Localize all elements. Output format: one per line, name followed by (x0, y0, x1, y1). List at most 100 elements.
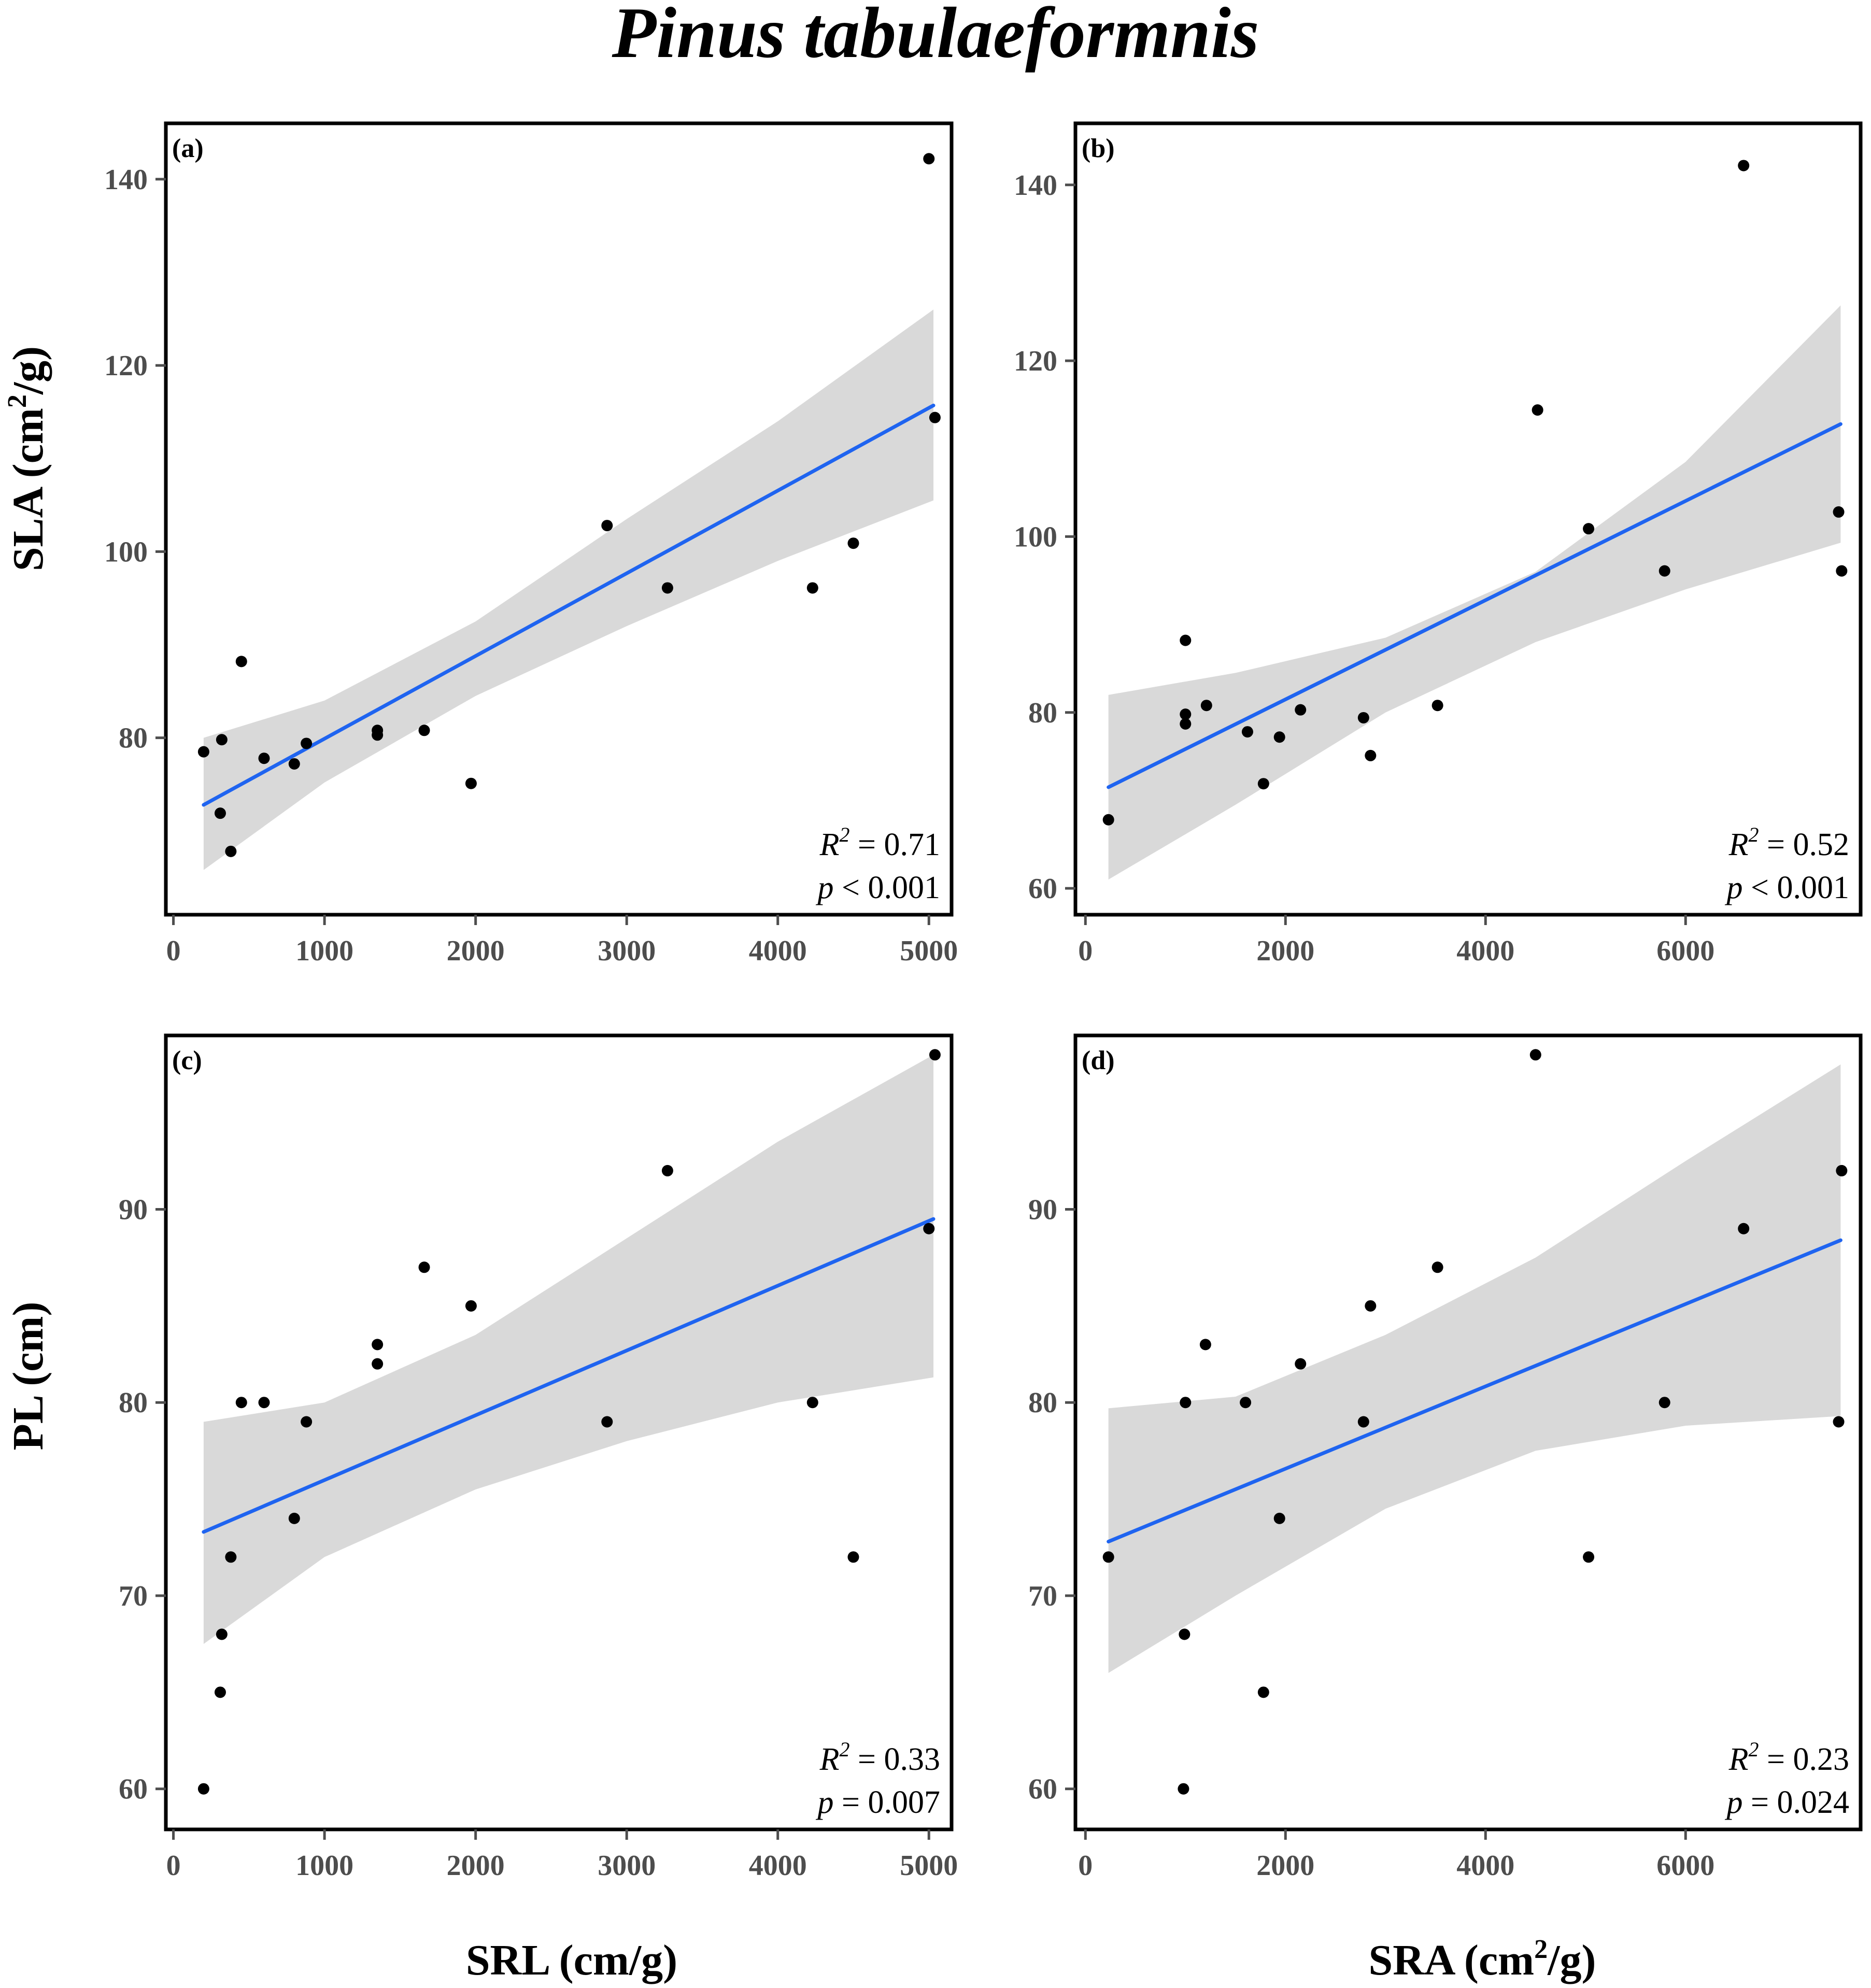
data-point (288, 1512, 300, 1524)
y-tick-label: 100 (104, 536, 148, 568)
regression-line (1107, 422, 1842, 789)
data-point (1178, 1783, 1189, 1795)
r-squared-superscript: 2 (840, 823, 850, 846)
x-tick-label: 4000 (1456, 935, 1514, 967)
data-point (661, 1165, 673, 1176)
panel-d: 60 70 80 90 0 2000 4000 6000 (d) R2 = 0.23 p = 0.0… (1028, 1033, 1863, 1882)
x-tick-label: 6000 (1656, 935, 1714, 967)
data-point (601, 520, 613, 532)
p-value-label: p < 0.001 (1725, 870, 1849, 905)
x-tick-label: 2000 (1256, 935, 1314, 967)
data-point (216, 734, 228, 746)
figure-title: Pinus tabulaeformnis (612, 0, 1259, 73)
data-point (1431, 700, 1443, 712)
data-point (216, 1628, 228, 1640)
plot-area (1102, 160, 1848, 880)
panel-frame (1073, 1033, 1863, 1831)
data-point (1200, 700, 1212, 712)
data-point (1836, 565, 1848, 577)
data-point (1659, 565, 1670, 577)
data-point (214, 807, 226, 819)
data-point (601, 1416, 613, 1428)
data-point (1431, 1261, 1443, 1273)
y-tick-label: 100 (1014, 521, 1057, 553)
regression-line (1107, 1238, 1842, 1544)
regression-line (202, 403, 936, 807)
data-point (1273, 731, 1285, 743)
data-point (661, 582, 673, 594)
p-value-label: p = 0.007 (816, 1785, 940, 1820)
x-tick-label: 5000 (900, 1850, 958, 1882)
r-squared-symbol: R (819, 827, 840, 862)
data-point (1583, 523, 1595, 535)
data-point (258, 752, 270, 764)
p-value: < 0.001 (1743, 870, 1849, 905)
plot-area (1102, 1049, 1848, 1795)
data-point (1180, 634, 1192, 646)
x-tick-label: 0 (1078, 1850, 1093, 1882)
x-tick-label: 2000 (1256, 1850, 1314, 1882)
data-point (301, 1416, 313, 1428)
p-symbol: p (816, 870, 834, 905)
data-point (1179, 1628, 1190, 1640)
y-tick-label: 70 (1028, 1580, 1057, 1612)
r-squared-value: = 0.71 (850, 827, 940, 862)
panel-label: (c) (172, 1046, 202, 1075)
r-squared-value: = 0.33 (850, 1742, 940, 1777)
data-point (1199, 1339, 1211, 1351)
panel-c: 60 70 80 90 0 1000 2000 3000 4000 5000 (c) R2 = 0.3… (119, 1033, 958, 1882)
data-point (1738, 160, 1750, 172)
data-point (225, 845, 237, 857)
panel-label: (a) (172, 134, 204, 163)
y-tick-label: 120 (104, 350, 148, 382)
confidence-band (203, 1055, 934, 1644)
data-point (1102, 1551, 1114, 1563)
p-value: < 0.001 (834, 870, 940, 905)
x-tick-label: 4000 (749, 1850, 807, 1882)
r-squared-label: R2 = 0.23 (1728, 1738, 1849, 1777)
regression-line (202, 1217, 936, 1534)
data-point (258, 1397, 270, 1409)
data-point (465, 777, 477, 789)
r-squared-symbol: R (1728, 827, 1749, 862)
x-tick-label: 2000 (447, 935, 505, 967)
x-tick-label: 3000 (598, 935, 656, 967)
y-tick-label: 60 (1028, 873, 1057, 905)
data-point (1583, 1551, 1595, 1563)
data-point (1738, 1223, 1750, 1234)
data-point (1295, 704, 1307, 716)
data-point (929, 1049, 941, 1061)
data-point (1365, 1300, 1377, 1312)
data-point (806, 582, 818, 594)
p-symbol: p (816, 1785, 834, 1820)
confidence-band (203, 309, 934, 870)
x-tick-label: 0 (166, 1850, 181, 1882)
data-point (1833, 1416, 1845, 1428)
data-point (372, 1358, 384, 1370)
data-point (288, 758, 300, 770)
data-point (372, 729, 384, 741)
r-squared-value: = 0.52 (1759, 827, 1849, 862)
data-point (418, 1261, 430, 1273)
y-tick-label: 80 (1028, 697, 1057, 729)
data-point (1357, 712, 1369, 723)
r-squared-superscript: 2 (1749, 1738, 1759, 1761)
x-tick-label: 0 (1078, 935, 1093, 967)
r-squared-superscript: 2 (840, 1738, 850, 1761)
p-value-label: p = 0.024 (1725, 1785, 1849, 1820)
data-point (197, 1783, 209, 1795)
row-title-sla: SLA (cm2/g) (3, 346, 52, 571)
confidence-band (1108, 1064, 1841, 1673)
data-point (1532, 404, 1543, 416)
p-value: = 0.007 (834, 1785, 940, 1820)
data-point (1295, 1358, 1307, 1370)
data-point (1180, 718, 1192, 730)
data-point (372, 1339, 384, 1351)
confidence-band (1108, 305, 1841, 880)
y-tick-label: 90 (119, 1194, 148, 1226)
x-tick-label: 3000 (598, 1850, 656, 1882)
panel-label: (d) (1082, 1046, 1115, 1075)
data-point (235, 1397, 247, 1409)
